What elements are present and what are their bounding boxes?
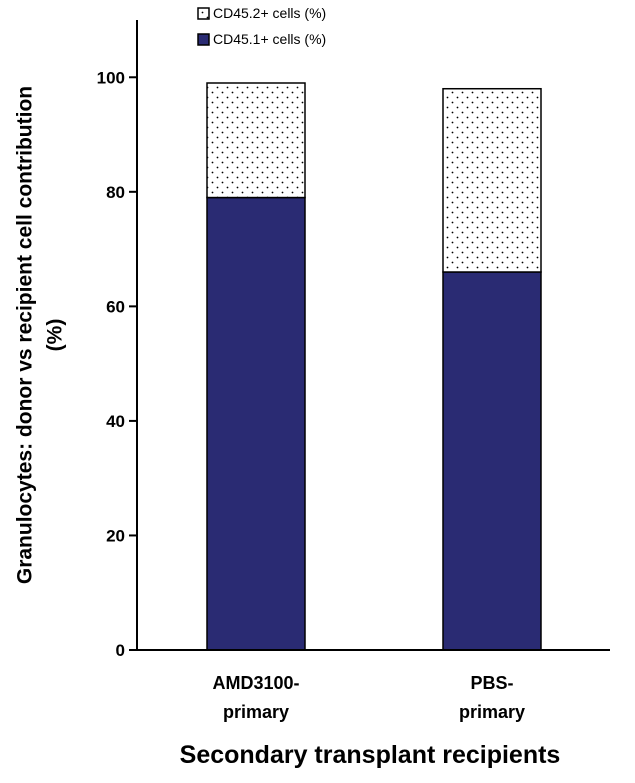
legend-label-cd45-2: CD45.2+ cells (%) <box>213 5 326 21</box>
x-category-label-2-line-1: PBS- <box>470 673 513 693</box>
x-category-label-1-line-1: AMD3100- <box>212 673 299 693</box>
x-category-label-1-line-2: primary <box>223 702 289 722</box>
y-tick-label-20: 20 <box>106 526 125 545</box>
bars-group <box>206 82 542 651</box>
y-axis-title-line-1: Granulocytes: donor vs recipient cell co… <box>14 86 37 584</box>
x-axis-title: Secondary transplant recipients <box>180 741 561 769</box>
legend-swatch-cd45-2 <box>197 7 210 20</box>
y-axis-title-line-2: (%) <box>44 319 67 352</box>
y-tick-label-0: 0 <box>116 641 125 660</box>
bar-cd45-1-2 <box>442 271 542 651</box>
x-category-label-2-line-2: primary <box>459 702 525 722</box>
bar-cd45-2-2 <box>442 87 542 273</box>
bar-cd45-2-1 <box>206 82 306 199</box>
labels-group: 0 20 40 60 80 100 AMD3100- primary PBS-primary Se… <box>14 68 561 769</box>
axes-group <box>129 20 610 651</box>
bar-cd45-1-1 <box>206 196 306 651</box>
y-tick-label-60: 60 <box>106 297 125 316</box>
legend: CD45.2+ cells (%) CD45.1+ cells (%) <box>197 5 326 47</box>
y-tick-label-40: 40 <box>106 412 125 431</box>
legend-label-cd45-1: CD45.1+ cells (%) <box>213 31 326 47</box>
y-tick-label-100: 100 <box>97 68 125 87</box>
y-tick-label-80: 80 <box>106 183 125 202</box>
legend-swatch-cd45-1 <box>197 33 210 46</box>
